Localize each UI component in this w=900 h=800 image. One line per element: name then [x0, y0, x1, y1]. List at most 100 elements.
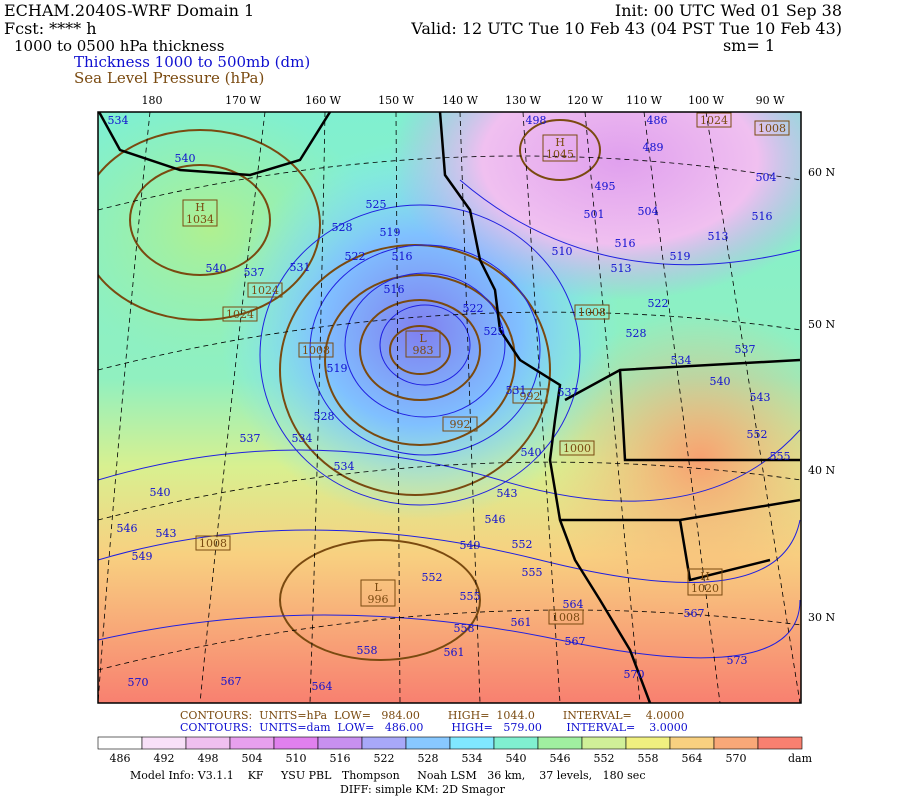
legend-slp: Sea Level Pressure (hPa)	[74, 69, 264, 87]
isobar-label-box	[548, 609, 584, 625]
isobar-label-box	[442, 416, 478, 432]
isobar-label: 1000	[563, 442, 591, 455]
thickness-label: 519	[670, 250, 691, 263]
isobar-label: 1008	[552, 611, 580, 624]
pressure-center-value: 1020	[691, 582, 719, 595]
colorbar-box	[405, 736, 451, 750]
thickness-label: 534	[292, 432, 313, 445]
thickness-label: 510	[552, 245, 573, 258]
longitude-label: 90 W	[756, 94, 785, 107]
colorbar-label: 516	[330, 752, 351, 765]
thickness-label: 543	[156, 527, 177, 540]
colorbar-box	[669, 736, 715, 750]
thickness-label: 573	[727, 654, 748, 667]
thickness-label: 516	[392, 250, 413, 263]
isobar-label: 1008	[578, 306, 606, 319]
colorbar-label: 504	[242, 752, 263, 765]
thickness-label: 525	[484, 325, 505, 338]
thickness-label: 561	[511, 616, 532, 629]
thickness-label: 519	[327, 362, 348, 375]
longitude-label: 100 W	[688, 94, 724, 107]
thickness-label: 540	[175, 152, 196, 165]
thickness-label: 537	[244, 266, 265, 279]
thickness-label: 528	[626, 327, 647, 340]
legend-thickness: Thickness 1000 to 500mb (dm)	[74, 53, 310, 71]
colorbar-unit: dam	[788, 752, 813, 765]
thickness-label: 522	[648, 297, 669, 310]
pressure-center-box	[360, 579, 396, 607]
colorbar-label: 540	[506, 752, 527, 765]
thickness-label: 564	[563, 598, 584, 611]
colorbar-box	[273, 736, 319, 750]
thickness-label: 555	[770, 450, 791, 463]
thickness-label: 540	[710, 375, 731, 388]
pressure-center-value: 1045	[546, 148, 574, 161]
colorbar-label: 522	[374, 752, 395, 765]
longitude-label: 110 W	[626, 94, 662, 107]
thickness-label: 516	[615, 237, 636, 250]
thickness-label: 561	[444, 646, 465, 659]
pressure-center-box	[542, 134, 578, 162]
isobar-label-box	[195, 535, 231, 551]
smoothing: sm= 1	[723, 36, 775, 55]
thickness-label: 531	[290, 261, 311, 274]
longitude-label: 130 W	[505, 94, 541, 107]
colorbar-label: 498	[198, 752, 219, 765]
isobar-label-box	[247, 282, 283, 298]
pressure-center-value: 1034	[186, 213, 214, 226]
isobar-label: 1024	[700, 114, 728, 127]
colorbar-label: 486	[110, 752, 131, 765]
thickness-label: 558	[357, 644, 378, 657]
thickness-label: 570	[624, 668, 645, 681]
latitude-label: 30 N	[808, 611, 835, 624]
pressure-center-letter: H	[195, 201, 205, 214]
thickness-label: 534	[108, 114, 129, 127]
longitude-label: 160 W	[305, 94, 341, 107]
thickness-label: 555	[460, 590, 481, 603]
isobar-label-box	[559, 440, 595, 456]
thickness-label: 549	[132, 550, 153, 563]
thickness-label: 504	[756, 171, 777, 184]
thickness-label: 501	[584, 208, 605, 221]
thickness-label: 528	[314, 410, 335, 423]
thickness-label: 552	[512, 538, 533, 551]
colorbar-box	[537, 736, 583, 750]
diff-info: DIFF: simple KM: 2D Smagor	[340, 783, 506, 796]
thickness-label: 546	[117, 522, 138, 535]
thickness-label: 537	[735, 343, 756, 356]
thickness-label: 567	[684, 607, 705, 620]
longitude-label: 120 W	[567, 94, 603, 107]
isobar-label: 992	[450, 418, 471, 431]
longitude-label: 180	[142, 94, 163, 107]
thickness-label: 540	[150, 486, 171, 499]
model-name: ECHAM.2040S-WRF Domain 1	[4, 1, 254, 20]
isobar-label-box	[512, 388, 548, 404]
thickness-label: 528	[332, 221, 353, 234]
isobar-label-box	[754, 120, 790, 136]
thickness-label: 540	[206, 262, 227, 275]
longitude-label: 150 W	[378, 94, 414, 107]
thickness-label: 489	[643, 141, 664, 154]
thickness-contour-info: CONTOURS: UNITS=dam LOW= 486.00 HIGH= 57…	[180, 721, 688, 734]
thickness-label: 531	[506, 384, 527, 397]
thickness-label: 522	[463, 302, 484, 315]
thickness-label: 537	[240, 432, 261, 445]
thickness-label: 567	[221, 675, 242, 688]
thickness-label: 570	[128, 676, 149, 689]
thickness-label: 552	[422, 571, 443, 584]
thickness-label: 513	[611, 262, 632, 275]
thickness-label: 504	[638, 205, 659, 218]
isobar-label: 1008	[199, 537, 227, 550]
thickness-label: 522	[345, 250, 366, 263]
isobar-label: 1008	[302, 344, 330, 357]
slp-contour-info: CONTOURS: UNITS=hPa LOW= 984.00 HIGH= 10…	[180, 709, 684, 722]
thickness-label: 543	[750, 391, 771, 404]
colorbar-box	[97, 736, 143, 750]
thickness-label: 558	[454, 622, 475, 635]
thickness-label: 543	[497, 487, 518, 500]
isobar-label-box	[574, 304, 610, 320]
isobar-label: 992	[520, 390, 541, 403]
colorbar-box	[493, 736, 539, 750]
forecast-hour: Fcst: **** h	[4, 19, 97, 38]
